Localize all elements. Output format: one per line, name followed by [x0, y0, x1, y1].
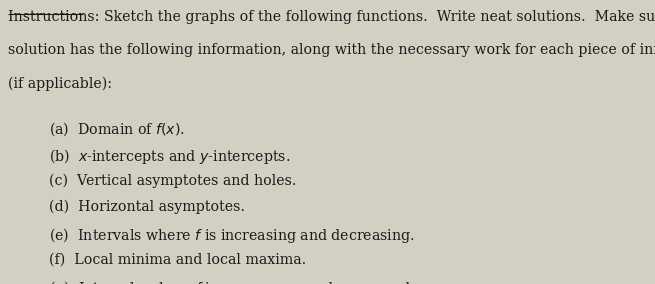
Text: (if applicable):: (if applicable): [8, 77, 112, 91]
Text: (e)  Intervals where $f$ is increasing and decreasing.: (e) Intervals where $f$ is increasing an… [49, 226, 415, 245]
Text: (a)  Domain of $f(x)$.: (a) Domain of $f(x)$. [49, 120, 185, 138]
Text: (f)  Local minima and local maxima.: (f) Local minima and local maxima. [49, 252, 307, 266]
Text: Instructions: Sketch the graphs of the following functions.  Write neat solution: Instructions: Sketch the graphs of the f… [8, 10, 655, 24]
Text: solution has the following information, along with the necessary work for each p: solution has the following information, … [8, 43, 655, 57]
Text: (c)  Vertical asymptotes and holes.: (c) Vertical asymptotes and holes. [49, 173, 297, 188]
Text: (g)  Intervals where $f$ is concave up and concave down.: (g) Intervals where $f$ is concave up an… [49, 279, 444, 284]
Text: (d)  Horizontal asymptotes.: (d) Horizontal asymptotes. [49, 200, 245, 214]
Text: (b)  $x$-intercepts and $y$-intercepts.: (b) $x$-intercepts and $y$-intercepts. [49, 147, 291, 166]
